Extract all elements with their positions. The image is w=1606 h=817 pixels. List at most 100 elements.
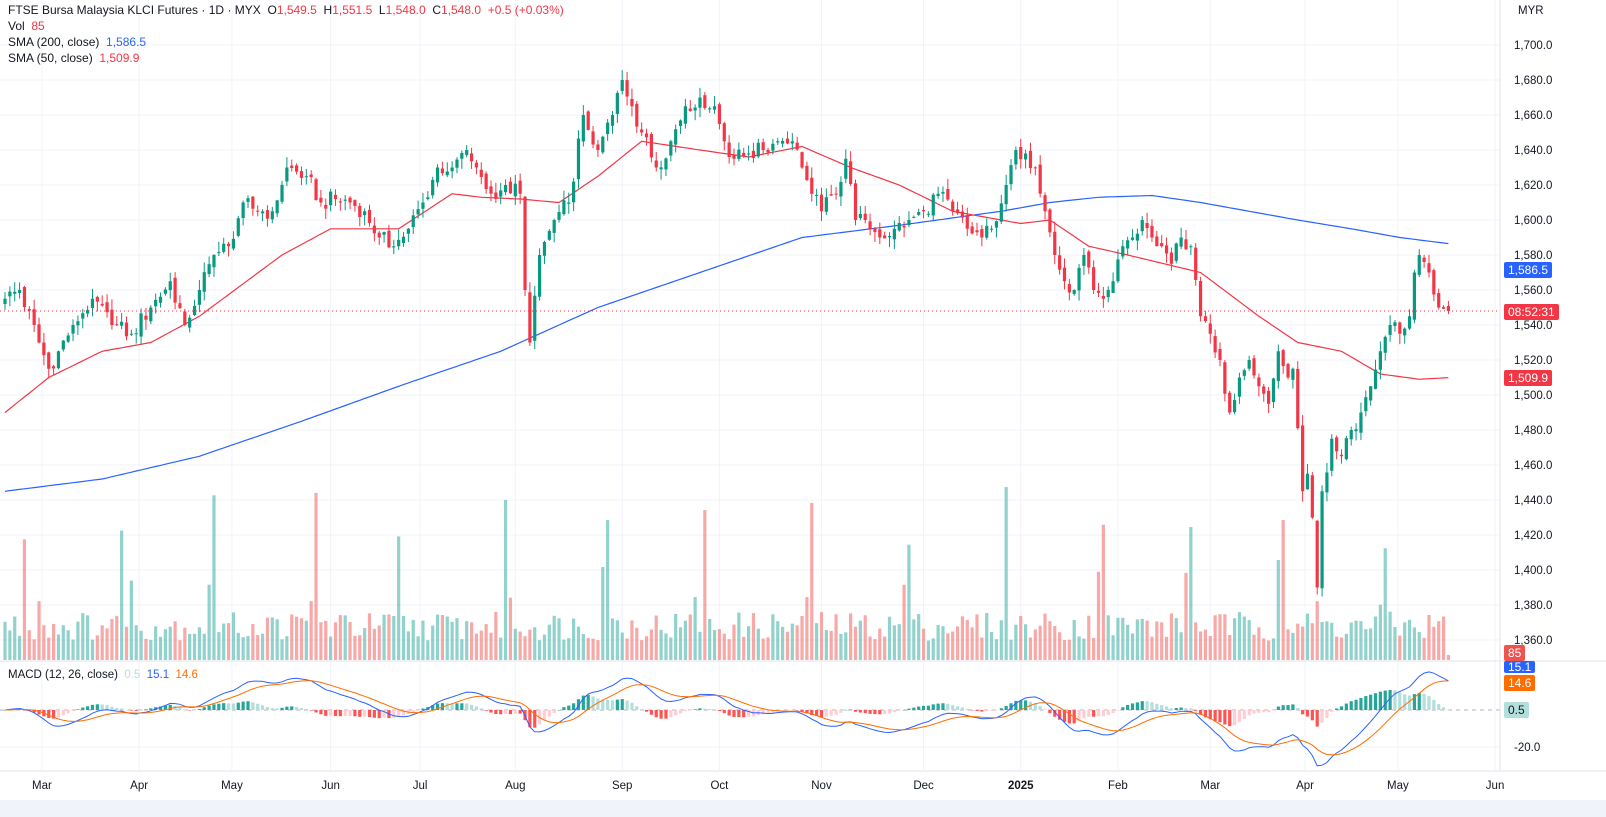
candle-body [980,229,984,238]
candle-body [90,298,95,308]
macd-histogram-bar [1140,701,1144,710]
macd-histogram-bar [868,710,872,714]
signal-tag: 14.6 [1504,675,1536,691]
candle-body [586,111,590,130]
volume-bar [1048,621,1052,660]
candle-body [970,226,974,234]
volume-bar [460,639,464,660]
volume-bar [1296,623,1300,660]
macd-histogram-bar [251,702,255,710]
macd-legend[interactable]: MACD (12, 26, close) 0.5 15.1 14.6 [8,669,198,681]
volume-bar [572,618,576,660]
macd-histogram-bar [56,710,61,718]
macd-histogram-bar [746,710,751,717]
volume-bar [387,614,391,660]
candle-body [406,228,410,234]
macd-histogram-bar [518,710,522,714]
currency-button[interactable]: MYR [1518,5,1544,17]
candle-body [71,325,75,334]
candle-body [1184,239,1188,250]
price-tick-label: 1,620.0 [1514,180,1552,192]
candle-body [819,194,824,212]
candle-body [285,167,289,182]
candle-body [236,218,240,236]
macd-histogram-bar [708,709,712,710]
candle-body [450,167,454,172]
macd-histogram-bar [1004,705,1008,710]
candle-body [1028,150,1033,169]
candle-body [1145,222,1149,229]
macd-histogram-bar [1228,710,1232,727]
time-tick-label: May [221,780,243,792]
volume-bar [946,633,950,660]
macd-histogram-bar [878,710,882,715]
volume-bar [134,625,138,660]
candle-body [426,197,430,200]
macd-histogram-bar [1111,710,1115,714]
volume-bar [197,627,201,660]
symbol-legend-row[interactable]: FTSE Bursa Malaysia KLCI Futures · 1D · … [8,2,564,18]
macd-histogram-bar [1150,702,1154,710]
candle-body [951,201,955,212]
candle-body [411,215,415,228]
volume-bar [52,623,56,660]
volume-bar [1009,639,1013,660]
macd-histogram-bar [698,708,702,710]
volume-bar [601,567,605,660]
volume-bar [1354,620,1358,660]
candle-body [348,197,352,203]
candle-body [693,107,697,111]
candle-body [994,221,999,228]
volume-bar [1062,640,1067,660]
candle-body [1271,378,1276,403]
macd-histogram-bar [1106,710,1110,715]
candle-body [1364,397,1368,412]
candle-body [781,140,785,144]
macd-histogram-bar [178,707,182,710]
macd-histogram-bar [678,710,683,714]
volume-bar [902,584,906,660]
volume-bar [81,613,85,660]
macd-histogram-bar [926,705,930,710]
volume-bar [542,634,547,660]
volume-legend-row[interactable]: Vol 85 [8,18,564,34]
macd-histogram-bar [1422,693,1426,710]
candle-body [1237,377,1242,397]
volume-bar [1305,613,1310,660]
macd-histogram-bar [32,710,36,713]
macd-histogram-bar [479,708,483,710]
candle-body [883,235,887,239]
separator: · [201,3,206,17]
volume-bar [849,613,853,660]
sma50-legend-row[interactable]: SMA (50, close) 1,509.9 [8,50,564,66]
volume-bar [275,619,279,660]
sma200-legend-row[interactable]: SMA (200, close) 1,586.5 [8,34,564,50]
macd-histogram-bar [1218,710,1222,723]
volume-bar [781,626,785,660]
volume-bar [178,640,182,660]
macd-histogram-bar [1339,706,1344,710]
macd-histogram-bar [936,703,940,710]
candle-body [785,138,790,144]
volume-bar [683,620,687,660]
macd-histogram-bar [290,706,294,710]
macd-histogram-bar [1296,707,1300,710]
candle-body [513,183,517,197]
volume-bar [1164,636,1169,660]
candle-body [941,191,945,194]
macd-histogram-bar [149,708,153,710]
candle-body [440,168,444,174]
macd-histogram-bar [1096,710,1101,717]
volume-bar [1053,625,1057,660]
candle-body [251,196,255,209]
candle-body [13,291,17,294]
volume-bar [737,612,741,660]
candle-body [241,202,245,219]
volume-bar [790,623,794,660]
time-tick-label: Mar [32,780,52,792]
volume-bar [688,614,692,660]
candle-body [1437,293,1441,308]
macd-histogram-bar [931,704,935,710]
volume-bar [435,614,440,660]
